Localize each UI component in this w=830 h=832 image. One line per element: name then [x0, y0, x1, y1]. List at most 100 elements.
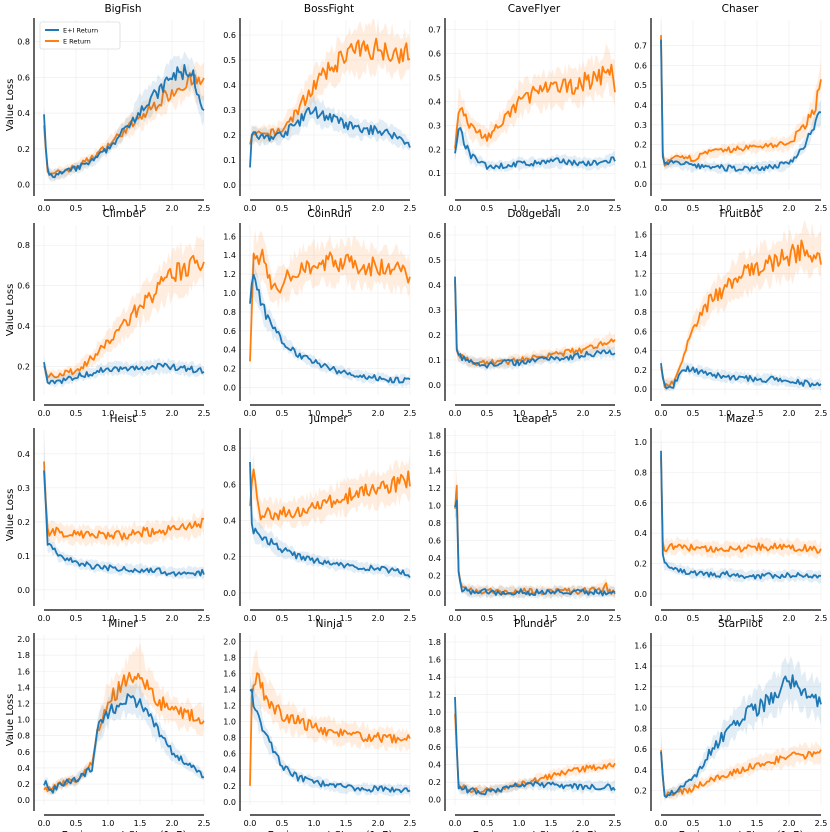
x-tick-label: 0.0: [655, 204, 668, 213]
y-tick-label: 0.4: [428, 554, 441, 563]
e-return-line: [454, 280, 616, 367]
x-tick-label: 2.0: [372, 204, 385, 213]
y-tick-label: 0.6: [428, 231, 441, 240]
y-tick-label: 0.4: [634, 347, 647, 356]
y-tick-label: 0.6: [634, 327, 647, 336]
x-tick-label: 0.5: [687, 614, 700, 623]
y-tick-label: 0.4: [428, 281, 441, 290]
subplot-leaper: 0.0 0.2 0.4 0.6 0.8 1.0 1.2 1.4 1.6 1.8 0.0 0.5 1.0 1…: [428, 413, 621, 623]
subplot-title: Maze: [726, 413, 753, 425]
x-tick-label: 1.5: [134, 614, 147, 623]
x-tick-label: 1.0: [513, 204, 526, 213]
y-tick-label: 0.2: [17, 518, 30, 527]
y-tick-label: 0.2: [634, 786, 647, 795]
x-tick-label: 1.5: [134, 819, 147, 828]
x-tick-label: 0.0: [449, 409, 462, 418]
x-tick-label: 1.5: [545, 614, 558, 623]
ei-return-band: [44, 51, 204, 182]
y-tick-label: 0.2: [428, 331, 441, 340]
x-tick-label: 2.5: [198, 204, 211, 213]
x-tick-label: 0.0: [244, 409, 257, 418]
subplot-title: Leaper: [516, 413, 553, 425]
y-tick-label: 0.4: [223, 766, 236, 775]
y-tick-label: 0.8: [634, 724, 647, 733]
subplot-title: Plunder: [514, 618, 555, 630]
y-tick-label: 0.4: [428, 761, 441, 770]
ei-return-band: [455, 119, 615, 173]
x-tick-label: 1.0: [513, 819, 526, 828]
x-tick-label: 0.5: [687, 409, 700, 418]
x-tick-label: 1.0: [719, 614, 732, 623]
y-tick-label: 0.2: [634, 560, 647, 569]
x-tick-label: 0.5: [276, 819, 289, 828]
y-tick-label: 1.0: [428, 501, 441, 510]
y-tick-label: 0.0: [428, 381, 441, 390]
y-tick-label: 0.2: [223, 365, 236, 374]
y-tick-label: 1.2: [428, 691, 441, 700]
ei-return-line: [454, 276, 616, 369]
ei-return-line: [43, 362, 205, 385]
subplot-title: Chaser: [722, 3, 759, 15]
x-tick-label: 1.5: [340, 614, 353, 623]
x-tick-label: 2.0: [783, 204, 796, 213]
y-tick-label: 0.2: [428, 145, 441, 154]
y-tick-label: 0.4: [223, 346, 236, 355]
subplot-title: CoinRun: [307, 208, 350, 220]
x-tick-label: 1.5: [751, 204, 764, 213]
y-tick-label: 0.4: [634, 766, 647, 775]
subplot-title: Miner: [108, 618, 138, 630]
y-tick-label: 0.8: [223, 444, 236, 453]
ei-return-band: [44, 432, 204, 580]
y-tick-label: 0.0: [223, 181, 236, 190]
y-tick-label: 0.8: [634, 469, 647, 478]
subplot-heist: 0.0 0.1 0.2 0.3 0.4 0.0 0.5 1.0 1.5 2.0 2.5 Heist Va…: [5, 413, 210, 623]
y-axis-label: Value Loss: [5, 694, 16, 747]
y-tick-label: 0.6: [17, 73, 30, 82]
x-tick-label: 0.5: [276, 204, 289, 213]
x-tick-label: 2.0: [372, 409, 385, 418]
e-return-line: [249, 468, 411, 521]
e-return-band: [455, 43, 615, 160]
x-tick-label: 1.0: [102, 204, 115, 213]
y-tick-label: 0.1: [428, 356, 441, 365]
ei-return-band: [44, 681, 204, 796]
x-tick-label: 0.5: [481, 204, 494, 213]
y-tick-label: 0.4: [223, 516, 236, 525]
y-tick-label: 1.6: [428, 449, 441, 458]
y-tick-label: 0.8: [428, 519, 441, 528]
x-tick-label: 1.5: [134, 409, 147, 418]
e-return-line: [249, 672, 411, 786]
x-tick-label: 1.0: [102, 409, 115, 418]
e-return-band: [661, 13, 821, 170]
subplot-coinrun: 0.0 0.2 0.4 0.6 0.8 1.0 1.2 1.4 1.6 0.0 0.5 1.0 1.5 2…: [223, 208, 416, 418]
y-tick-label: 0.8: [223, 734, 236, 743]
subplot-title: BossFight: [304, 3, 354, 15]
x-tick-label: 0.0: [38, 819, 51, 828]
y-tick-label: 0.6: [634, 61, 647, 70]
y-tick-label: 0.0: [634, 385, 647, 394]
x-tick-label: 2.0: [783, 409, 796, 418]
y-tick-label: 0.4: [634, 529, 647, 538]
y-tick-label: 1.6: [634, 641, 647, 650]
x-tick-label: 0.5: [70, 819, 83, 828]
y-tick-label: 0.6: [17, 748, 30, 757]
y-tick-label: 1.2: [223, 702, 236, 711]
subplot-title: Jumper: [309, 413, 348, 425]
y-tick-label: 0.6: [223, 31, 236, 40]
x-tick-label: 2.0: [166, 614, 179, 623]
x-tick-label: 1.5: [545, 204, 558, 213]
ei-return-line: [454, 127, 616, 170]
y-tick-label: 0.5: [634, 81, 647, 90]
y-tick-label: 1.2: [428, 484, 441, 493]
x-tick-label: 1.5: [545, 409, 558, 418]
y-tick-label: 1.6: [17, 667, 30, 676]
subplot-bossfight: 0.0 0.1 0.2 0.3 0.4 0.5 0.6 0.0 0.5 1.0 1.5 2.0 2.5 B…: [223, 3, 416, 213]
subplot-title: Climber: [103, 208, 145, 220]
y-tick-label: 2.0: [17, 635, 30, 644]
y-tick-label: 0.1: [634, 160, 647, 169]
legend: E+I Return E Return: [39, 21, 121, 50]
x-tick-label: 0.5: [481, 614, 494, 623]
y-tick-label: 0.0: [223, 383, 236, 392]
x-tick-label: 0.0: [655, 819, 668, 828]
